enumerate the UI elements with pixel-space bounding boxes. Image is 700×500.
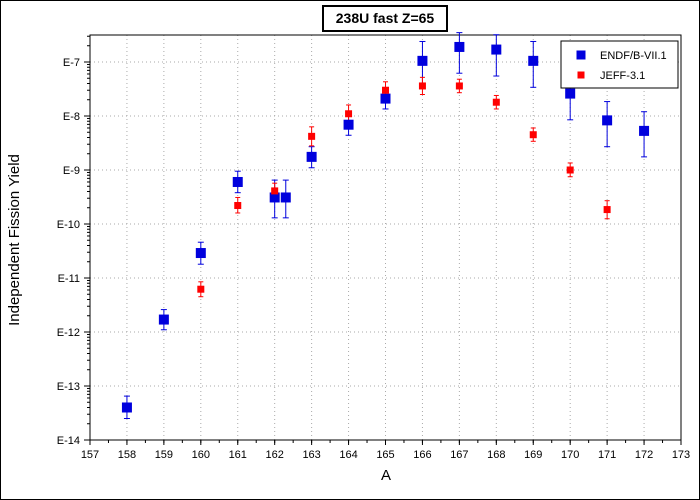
data-points (121, 41, 650, 413)
y-tick-label: E-9 (63, 165, 80, 177)
legend-marker (577, 71, 585, 79)
y-tick-label: E-13 (57, 381, 80, 393)
data-point-jeff (234, 202, 242, 210)
legend-marker (576, 50, 586, 60)
x-tick-label: 167 (450, 449, 468, 461)
data-point-jeff (418, 82, 426, 90)
x-tick-label: 161 (229, 449, 247, 461)
x-tick-label: 169 (524, 449, 542, 461)
data-point-jeff (271, 187, 279, 195)
data-point-jeff (345, 110, 353, 118)
x-tick-label: 166 (413, 449, 431, 461)
x-tick-label: 172 (635, 449, 653, 461)
y-tick-label: E-7 (63, 57, 80, 69)
axis-ticks: 157 158 159 160 161 162 163 164 165 166 167 168 169 1… (57, 35, 690, 461)
data-point-endf (417, 55, 428, 66)
chart-title: 238U fast Z=65 (322, 5, 448, 32)
data-point-jeff (492, 98, 500, 106)
data-point-endf (158, 314, 169, 325)
y-axis-label: Independent Fission Yield (6, 154, 23, 326)
data-point-jeff (566, 166, 574, 174)
x-tick-label: 171 (598, 449, 616, 461)
x-tick-label: 163 (302, 449, 320, 461)
legend-label: JEFF-3.1 (600, 70, 645, 82)
data-point-endf (232, 176, 243, 187)
legend-label: ENDF/B-VII.1 (600, 50, 667, 62)
data-point-endf (343, 119, 354, 130)
data-point-jeff (603, 206, 611, 214)
data-point-jeff (529, 131, 537, 139)
legend: ENDF/B-VII.1 JEFF-3.1 (560, 40, 679, 89)
x-tick-label: 168 (487, 449, 505, 461)
data-point-endf (280, 192, 291, 203)
x-tick-label: 173 (672, 449, 690, 461)
x-tick-label: 159 (155, 449, 173, 461)
data-point-endf (528, 55, 539, 66)
data-point-endf (380, 93, 391, 104)
data-point-endf (195, 248, 206, 259)
data-point-endf (565, 88, 576, 99)
data-point-endf (602, 115, 613, 126)
data-point-endf (121, 402, 132, 413)
x-axis-label: A (381, 467, 391, 484)
data-point-jeff (197, 285, 205, 293)
y-tick-label: E-8 (63, 111, 80, 123)
x-tick-label: 160 (192, 449, 210, 461)
data-point-endf (306, 151, 317, 162)
x-tick-label: 157 (81, 449, 99, 461)
data-point-endf (269, 192, 280, 203)
y-tick-label: E-12 (57, 327, 80, 339)
legend-box (560, 40, 679, 89)
x-tick-label: 170 (561, 449, 579, 461)
y-tick-label: E-14 (57, 435, 80, 447)
data-point-endf (454, 41, 465, 52)
x-tick-label: 158 (118, 449, 136, 461)
data-point-endf (639, 125, 650, 136)
data-point-jeff (308, 132, 316, 140)
x-tick-label: 165 (376, 449, 394, 461)
data-point-jeff (455, 82, 463, 90)
x-tick-label: 162 (266, 449, 284, 461)
data-point-jeff (382, 86, 389, 94)
y-tick-label: E-11 (58, 273, 80, 285)
x-tick-label: 164 (339, 449, 357, 461)
data-point-endf (491, 44, 502, 55)
y-tick-label: E-10 (57, 219, 80, 231)
